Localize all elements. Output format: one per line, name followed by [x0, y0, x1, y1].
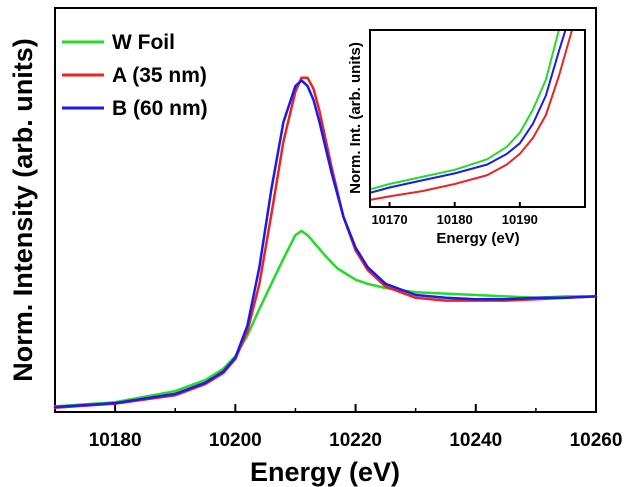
main-series-group — [53, 76, 598, 410]
legend: W Foil A (35 nm) B (60 nm) — [62, 31, 208, 120]
legend-label-b-60nm: B (60 nm) — [112, 97, 208, 120]
main-y-axis-label: Norm. Intensity (arb. units) — [8, 38, 38, 382]
inset-x-tick-labels: 10170 10180 10190 — [371, 212, 537, 227]
inset-series-a-35-nm — [369, 29, 573, 201]
inset-series-group — [369, 29, 573, 201]
inset-series-b-60-nm — [369, 29, 567, 194]
main-x-axis-label: Energy (eV) — [250, 457, 400, 487]
legend-label-a-35nm: A (35 nm) — [112, 64, 207, 87]
main-x-tick-label-10260: 10260 — [570, 430, 623, 451]
main-x-tick-label-10240: 10240 — [449, 430, 502, 451]
inset-x-axis-label: Energy (eV) — [436, 230, 519, 247]
main-x-tick-label-10200: 10200 — [209, 430, 262, 451]
inset-x-tick-label-10190: 10190 — [502, 212, 538, 227]
inset-y-axis-label: Norm. Int. (arb. units) — [347, 42, 364, 194]
main-series-w-foil — [53, 229, 598, 408]
main-x-tick-label-10180: 10180 — [89, 430, 142, 451]
inset-x-ticks — [388, 202, 521, 207]
inset-series-w-foil — [369, 29, 560, 191]
main-series-b-60-nm — [53, 79, 598, 409]
legend-label-w-foil: W Foil — [112, 31, 175, 54]
inset-plot-frame — [369, 29, 586, 208]
main-plot-frame — [54, 7, 597, 413]
main-x-ticks — [114, 404, 597, 412]
inset-x-tick-label-10170: 10170 — [371, 212, 407, 227]
main-x-tick-labels: 10180 10200 10220 10240 10260 — [89, 430, 623, 451]
inset-x-tick-label-10180: 10180 — [437, 212, 473, 227]
main-x-tick-label-10220: 10220 — [329, 430, 382, 451]
